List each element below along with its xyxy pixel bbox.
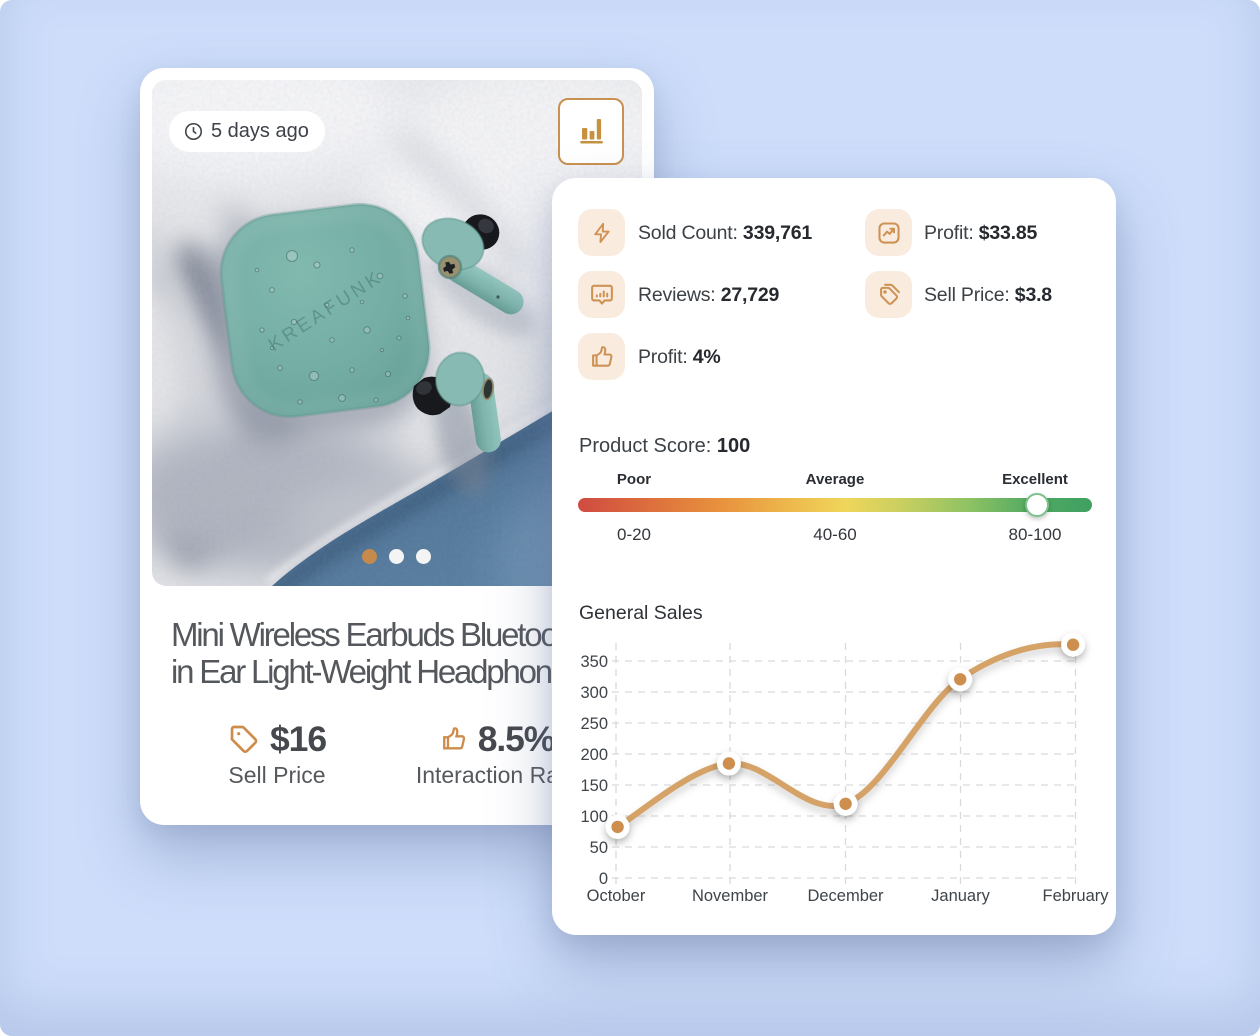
svg-text:October: October	[587, 887, 646, 905]
svg-text:300: 300	[580, 684, 608, 702]
svg-text:150: 150	[580, 777, 608, 795]
svg-text:0: 0	[599, 870, 608, 888]
svg-text:200: 200	[580, 746, 608, 764]
svg-text:December: December	[807, 887, 884, 905]
svg-text:November: November	[692, 887, 769, 905]
svg-text:100: 100	[580, 808, 608, 826]
svg-text:250: 250	[580, 715, 608, 733]
svg-text:350: 350	[580, 653, 608, 671]
svg-text:February: February	[1042, 887, 1109, 905]
svg-text:50: 50	[590, 839, 608, 857]
svg-text:January: January	[931, 887, 990, 905]
